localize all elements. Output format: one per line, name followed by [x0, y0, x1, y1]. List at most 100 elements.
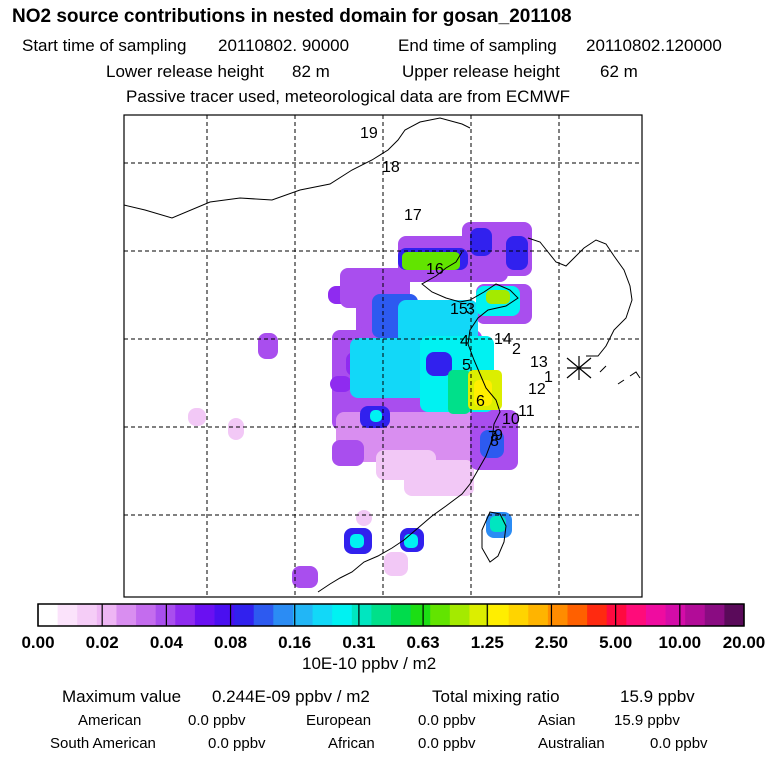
coastline — [527, 237, 633, 357]
colorbar-swatch — [567, 604, 588, 626]
colorbar-swatch — [724, 604, 745, 626]
hourly-label: 7 — [488, 429, 497, 446]
hourly-label: 15 — [450, 301, 468, 318]
footprint-cell — [370, 410, 382, 422]
region-name: European — [306, 712, 372, 729]
colorbar-swatch — [77, 604, 98, 626]
colorbar-swatch — [685, 604, 706, 626]
footprint-cell — [426, 352, 452, 376]
region-value: 0.0 ppbv — [418, 735, 476, 752]
footprint-cell — [188, 408, 206, 426]
colorbar-swatch — [449, 604, 470, 626]
colorbar-tick-label: 0.00 — [21, 633, 54, 652]
end-time-label: End time of sampling — [398, 36, 557, 55]
hourly-label: 14 — [494, 331, 512, 348]
colorbar-swatch — [273, 604, 294, 626]
colorbar-swatch — [96, 604, 117, 626]
colorbar-swatch — [155, 604, 176, 626]
colorbar-swatch — [626, 604, 647, 626]
region-name: African — [328, 735, 375, 752]
colorbar-swatch — [547, 604, 568, 626]
colorbar-swatch — [38, 604, 59, 626]
upper-height-value: 62 m — [600, 62, 638, 81]
hourly-label: 10 — [502, 411, 520, 428]
footprint-cell — [350, 534, 364, 548]
colorbar-tick-label: 1.25 — [471, 633, 504, 652]
start-time-value: 20110802. 90000 — [218, 36, 350, 55]
colorbar-swatch — [645, 604, 667, 626]
colorbar-swatch — [312, 604, 333, 626]
footprint-layer — [188, 222, 532, 588]
region-value: 0.0 ppbv — [650, 735, 708, 752]
footprint-cell — [332, 440, 364, 466]
footprint-cell — [228, 418, 244, 440]
colorbar-swatch — [665, 604, 686, 626]
region-value: 0.0 ppbv — [418, 712, 476, 729]
total-mixing-value: 15.9 ppbv — [620, 687, 695, 706]
colorbar-swatch — [391, 604, 412, 626]
footprint-cell — [258, 333, 278, 359]
hourly-label: 4 — [460, 333, 469, 350]
colorbar-swatch — [214, 604, 235, 626]
footprint-cell — [448, 370, 470, 414]
colorbar-swatch — [116, 604, 137, 626]
colorbar-tick-label: 0.31 — [342, 633, 375, 652]
upper-height-label: Upper release height — [402, 62, 560, 81]
footprint-cell — [356, 510, 372, 526]
footprint-cell — [474, 380, 492, 406]
tracer-note: Passive tracer used, meteorological data… — [126, 87, 571, 106]
coastline — [481, 511, 507, 563]
hourly-label: 11 — [518, 403, 535, 420]
footprint-cell — [480, 430, 504, 458]
footprint-cell — [470, 228, 492, 256]
colorbar-swatch — [234, 604, 255, 626]
colorbar-swatch — [253, 604, 274, 626]
region-value: 0.0 ppbv — [208, 735, 266, 752]
hourly-label: 6 — [476, 393, 485, 410]
colorbar-swatch — [489, 604, 510, 626]
region-name: Asian — [538, 712, 576, 729]
region-name: Australian — [538, 735, 605, 752]
footprint-cell — [402, 252, 460, 270]
colorbar-swatch — [351, 604, 372, 626]
hourly-label: 19 — [360, 125, 378, 142]
hourly-label: 5 — [462, 357, 471, 374]
colorbar-swatch — [508, 604, 529, 626]
colorbar-swatch — [704, 604, 725, 626]
colorbar-swatch — [469, 604, 490, 626]
colorbar-swatch — [292, 604, 314, 626]
colorbar-swatch — [606, 604, 627, 626]
start-time-label: Start time of sampling — [22, 36, 187, 55]
region-value: 15.9 ppbv — [614, 712, 680, 729]
footprint-cell — [404, 534, 418, 548]
coastline — [599, 365, 641, 385]
footprint-cell — [292, 566, 318, 588]
lower-height-value: 82 m — [292, 62, 330, 81]
colorbar-swatch — [194, 604, 215, 626]
footprint-cell — [506, 236, 528, 270]
coastline — [317, 251, 519, 593]
region-value: 0.0 ppbv — [188, 712, 246, 729]
colorbar-tick-label: 0.02 — [86, 633, 119, 652]
colorbar-swatch — [136, 604, 157, 626]
colorbar-swatch — [371, 604, 392, 626]
region-name: South American — [50, 735, 156, 752]
hourly-label: 3 — [466, 301, 475, 318]
hourly-label: 12 — [528, 381, 546, 398]
colorbar-tick-label: 10.00 — [659, 633, 702, 652]
end-time-value: 20110802.120000 — [586, 36, 722, 55]
colorbar-swatch — [175, 604, 196, 626]
footprint-cell — [330, 376, 352, 392]
max-value: 0.244E-09 ppbv / m2 — [212, 687, 370, 706]
hourly-label: 16 — [426, 261, 444, 278]
footprint-cell — [404, 460, 474, 496]
colorbar-tick-label: 0.16 — [278, 633, 311, 652]
colorbar-swatch — [332, 604, 353, 626]
colorbar-tick-label: 20.00 — [723, 633, 766, 652]
colorbar-swatch — [57, 604, 78, 626]
footprint-cell — [384, 552, 408, 576]
region-name: American — [78, 712, 142, 729]
colorbar-tick-label: 5.00 — [599, 633, 632, 652]
colorbar-swatch — [587, 604, 608, 626]
